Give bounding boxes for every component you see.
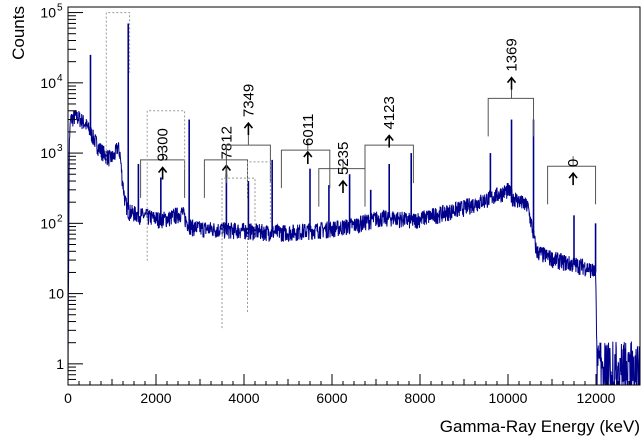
- peak-group-bracket: [318, 158, 366, 207]
- peak-group-bracket: [280, 140, 331, 189]
- peak-group-9300: 9300: [105, 12, 186, 261]
- up-arrow-icon: [338, 179, 348, 194]
- peak-group-label: 1369: [504, 38, 521, 71]
- spectrum-line: [68, 110, 640, 385]
- peak-group-dotted-bracket: [105, 12, 131, 163]
- peak-group-6011: 6011: [280, 114, 331, 189]
- peak-group-dotted-bracket: [146, 110, 186, 261]
- peak-group-label: 9300: [155, 128, 172, 161]
- up-arrow-icon: [303, 150, 313, 164]
- y-tick-exponent: 3: [57, 143, 63, 154]
- up-arrow-icon: [568, 171, 578, 186]
- x-tick-label: 2000: [140, 390, 171, 406]
- up-arrow-icon: [243, 121, 254, 136]
- peak-group-label: 4123: [381, 96, 398, 129]
- peak-group-label: 7812: [218, 126, 235, 159]
- y-tick-exponent: 2: [57, 213, 63, 224]
- x-tick-label: 12000: [577, 390, 616, 406]
- peak-group-label: 0: [565, 159, 582, 167]
- peak-group-0: 0: [547, 156, 597, 205]
- y-tick-label: 10: [40, 75, 56, 91]
- x-tick-label: 4000: [228, 390, 259, 406]
- y-tick-exponent: 4: [57, 73, 63, 84]
- x-tick-label: 0: [64, 390, 72, 406]
- peak-group-bracket: [140, 149, 186, 198]
- peak-group-label: 5235: [335, 142, 352, 175]
- y-tick-label: 10: [48, 286, 64, 302]
- peak-group-layer: 9300 7812 7349 6011 5235 4123 1369 0: [105, 12, 597, 329]
- peak-group-label: 6011: [300, 114, 317, 146]
- peak-group-dotted-bracket: [247, 161, 271, 312]
- peak-group-bracket: [487, 88, 535, 137]
- y-tick-label: 10: [40, 215, 56, 231]
- up-arrow-icon: [157, 166, 168, 180]
- peak-group-bracket: [547, 156, 597, 205]
- up-arrow-icon: [506, 76, 517, 90]
- peak-group-5235: 5235: [318, 142, 366, 207]
- spectrum-layer: [68, 23, 640, 385]
- plot-frame: [67, 6, 641, 386]
- peak-group-label: 7349: [240, 84, 257, 117]
- y-tick-label: 10: [40, 5, 56, 21]
- x-tick-label: 10000: [489, 390, 528, 406]
- peak-group-7349: 7349: [225, 84, 271, 312]
- y-tick-exponent: 5: [57, 3, 63, 14]
- y-tick-label: 10: [40, 145, 56, 161]
- x-tick-label: 8000: [404, 390, 435, 406]
- up-arrow-icon: [384, 134, 394, 148]
- peak-group-bracket: [225, 135, 271, 184]
- y-axis-title: Counts: [9, 6, 28, 60]
- peak-group-dotted-bracket: [221, 177, 256, 329]
- peak-group-4123: 4123: [364, 96, 414, 184]
- x-tick-label: 6000: [316, 390, 347, 406]
- x-axis-title: Gamma-Ray Energy (keV): [440, 417, 640, 436]
- y-tick-label: 1: [56, 356, 64, 372]
- peak-group-1369: 1369: [487, 38, 535, 137]
